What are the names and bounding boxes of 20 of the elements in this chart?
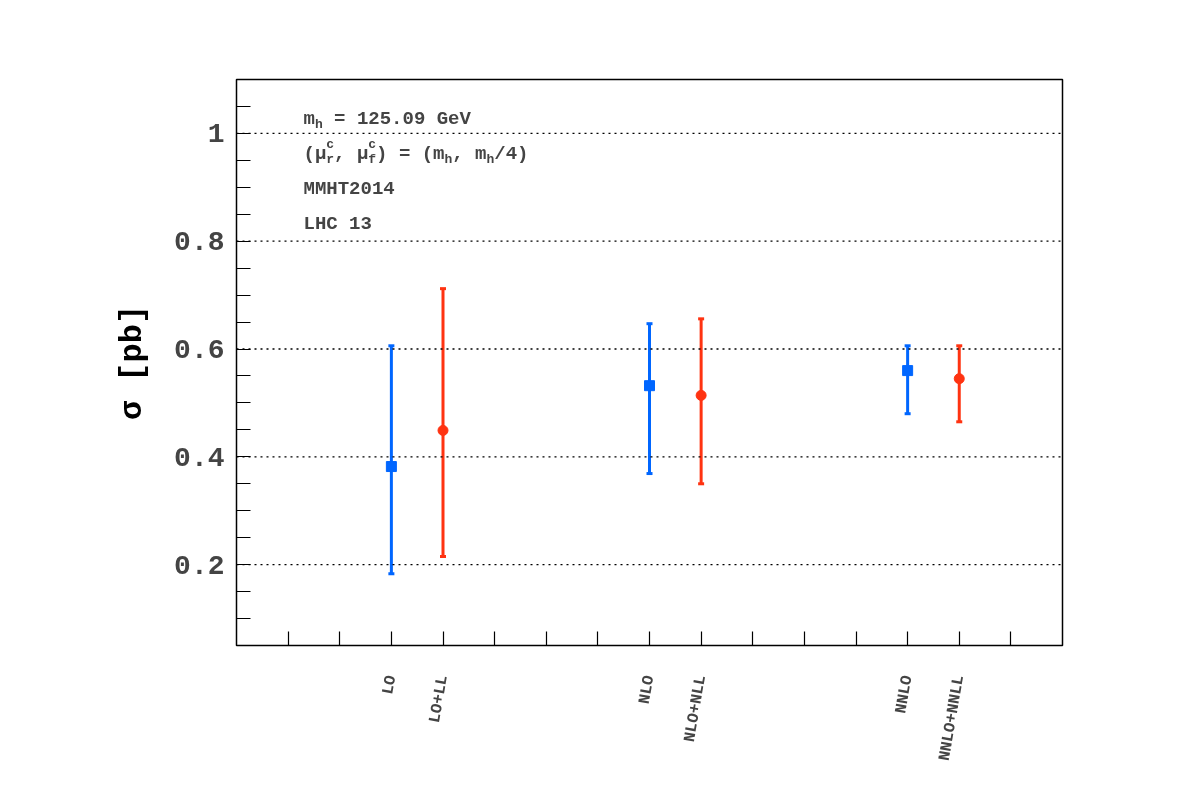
y-axis-title: σ [pb]	[114, 304, 152, 421]
point	[953, 373, 965, 385]
point	[385, 461, 397, 473]
point	[644, 380, 655, 392]
x-tick-label: NLO+NLL	[680, 673, 710, 744]
annotation: MMHT2014	[303, 177, 395, 200]
y-tick-label: 0.4	[174, 442, 225, 474]
annotation: LHC 13	[303, 212, 372, 235]
x-tick-label: LO	[379, 673, 401, 696]
x-tick-label: LO+LL	[425, 673, 452, 725]
y-tick-label: 1	[207, 119, 225, 151]
x-tick-label: NNLO+NNLL	[935, 673, 969, 763]
y-tick-label: 0.8	[174, 227, 225, 259]
x-tick-label: NNLO	[892, 673, 917, 715]
point	[437, 424, 449, 436]
y-tick-label: 0.6	[174, 335, 225, 367]
y-tick-label: 0.2	[174, 550, 225, 582]
x-tick-label: NLO	[635, 673, 659, 706]
point	[902, 365, 914, 377]
point	[695, 389, 707, 401]
